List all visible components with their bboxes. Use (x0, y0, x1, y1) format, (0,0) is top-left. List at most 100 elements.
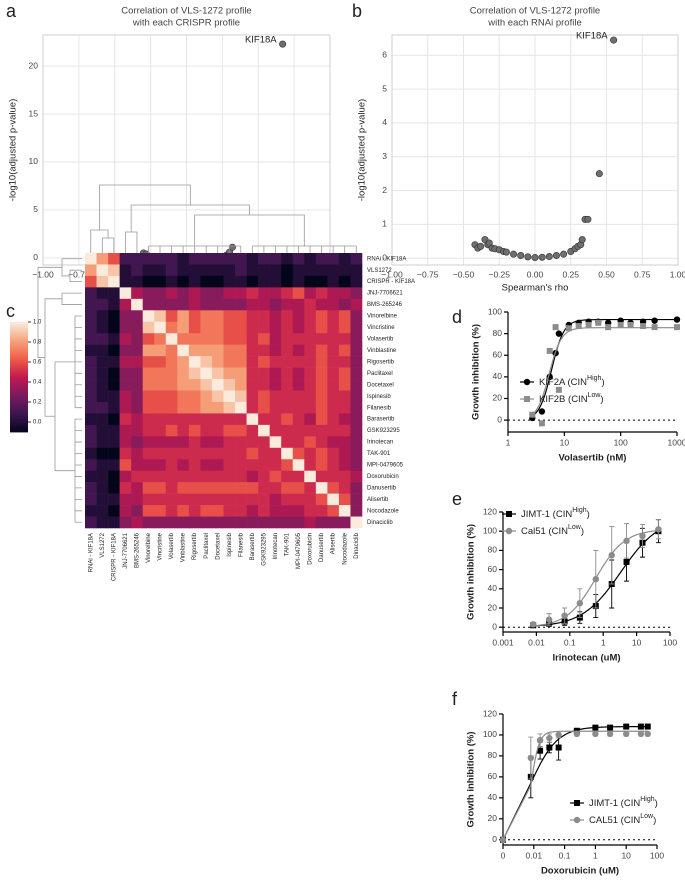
column-label: GSK923295 (261, 532, 267, 565)
heatmap-cell (246, 298, 259, 311)
column-label: Vincristine (158, 532, 164, 560)
heatmap-cell (315, 470, 328, 483)
heatmap-cell (211, 344, 224, 357)
heatmap-cell (269, 356, 282, 368)
heatmap-cell (188, 447, 201, 460)
heatmap-cell (188, 516, 201, 529)
heatmap-cell (350, 505, 363, 517)
heatmap-cell (258, 275, 270, 288)
heatmap-cell (258, 310, 270, 323)
heatmap-cell (85, 264, 97, 277)
heatmap-cell (315, 287, 328, 300)
colorbar-slice (10, 415, 28, 418)
heatmap-cell (350, 447, 363, 460)
y-tick-label: 120 (483, 708, 497, 718)
point (279, 40, 287, 48)
x-tick-label: 0.25 (562, 269, 579, 279)
heatmap-cell (258, 516, 270, 529)
heatmap-cell (154, 401, 167, 414)
heatmap-cell (281, 516, 294, 529)
heatmap-cell (119, 447, 132, 460)
heatmap-cell (258, 379, 270, 391)
y-tick-label: 60 (488, 564, 498, 574)
heatmap-cell (165, 493, 178, 506)
heatmap-cell (269, 275, 282, 288)
panel-label: e (452, 489, 462, 509)
heatmap-cell (131, 505, 144, 517)
colorbar-slice (10, 408, 28, 411)
heatmap-cell (315, 447, 328, 460)
heatmap-cell (119, 413, 132, 426)
heatmap-cell (223, 275, 236, 288)
heatmap-cell (338, 298, 351, 311)
heatmap-cell (281, 447, 294, 460)
heatmap-cell (281, 401, 294, 414)
marker (585, 321, 592, 328)
x-tick-label: 0.50 (598, 269, 615, 279)
colorbar-slice (10, 395, 28, 398)
heatmap-cell (131, 310, 144, 323)
column-label: RNAi - KIF18A (88, 533, 94, 572)
heatmap-cell (96, 505, 109, 517)
heatmap-cell (119, 310, 132, 323)
heatmap-cell (338, 344, 351, 357)
heatmap-cell (154, 321, 167, 334)
heatmap-cell (327, 253, 340, 265)
heatmap-cell (154, 413, 167, 426)
heatmap-cell (131, 470, 144, 483)
heatmap-cell (165, 401, 178, 414)
heatmap-cell (154, 493, 167, 506)
heatmap-cell (119, 379, 132, 391)
heatmap-cell (142, 264, 155, 277)
row-label: Docetaxel (367, 382, 394, 388)
heatmap-cell (96, 493, 109, 506)
heatmap-cell (131, 275, 144, 288)
legend-marker (506, 511, 512, 517)
row-label: CRISPR - KIF18A (367, 279, 415, 285)
marker (595, 319, 602, 326)
heatmap-cell (119, 436, 132, 449)
y-axis-label: Growth inhibition (%) (466, 731, 477, 827)
heatmap-cell (211, 321, 224, 334)
heatmap-cell (292, 447, 305, 460)
heatmap-cell (108, 516, 120, 529)
heatmap-cell (315, 516, 328, 529)
heatmap-cell (96, 401, 109, 414)
colorbar-slice (10, 342, 28, 345)
heatmap-cell (200, 356, 213, 368)
heatmap-cell (211, 287, 224, 300)
heatmap-cell (188, 401, 201, 414)
heatmap-cell (188, 505, 201, 517)
heatmap-cell (304, 379, 317, 391)
heatmap-cell (269, 436, 282, 449)
heatmap-cell (315, 459, 328, 472)
heatmap-cell (131, 379, 144, 391)
heatmap-cell (200, 413, 213, 426)
x-axis-label: Spearman's rho (502, 283, 569, 294)
heatmap-cell (154, 310, 167, 323)
heatmap-cell (96, 379, 109, 391)
heatmap-cell (350, 516, 363, 529)
heatmap-cell (304, 424, 317, 437)
heatmap-cell (85, 253, 97, 265)
heatmap-cell (246, 253, 259, 265)
row-label: Paclitaxel (367, 371, 393, 377)
heatmap-cell (96, 321, 109, 334)
heatmap-cell (235, 356, 247, 368)
heatmap-cell (200, 401, 213, 414)
colorbar-label: 1.0 (33, 320, 42, 326)
marker (639, 532, 646, 540)
heatmap-cell (292, 298, 305, 311)
heatmap-cell (246, 310, 259, 323)
point (545, 253, 553, 261)
heatmap-cell (338, 333, 351, 345)
colorbar-slice (10, 334, 28, 338)
heatmap-cell (338, 436, 351, 449)
heatmap-cell (177, 344, 190, 357)
heatmap-cell (269, 470, 282, 483)
heatmap-cell (165, 390, 178, 403)
heatmap-cell (258, 424, 270, 437)
x-tick-label: 1 (593, 850, 598, 860)
column-label: Vinorelbine (146, 532, 152, 563)
heatmap-cell (142, 298, 155, 311)
